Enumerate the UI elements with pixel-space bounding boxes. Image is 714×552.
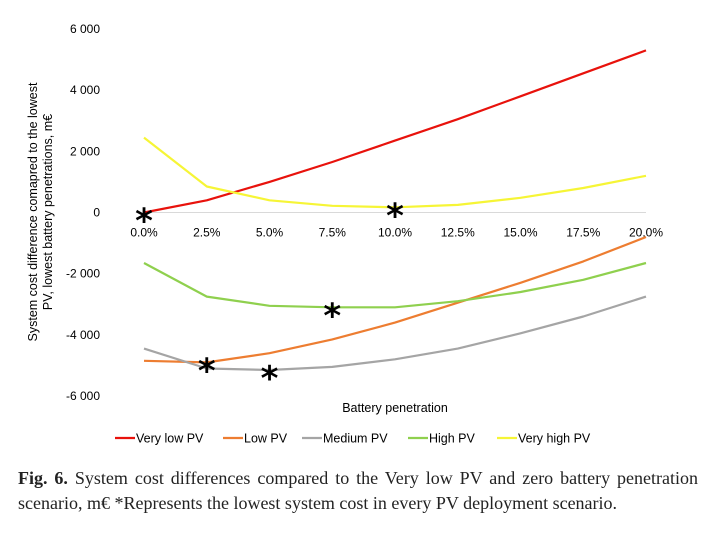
legend-label: High PV	[429, 432, 476, 446]
minimum-markers: * * * * *	[135, 196, 404, 399]
minimum-marker: *	[135, 202, 153, 242]
legend-label: Very high PV	[518, 432, 591, 446]
y-tick-label: 2 000	[70, 144, 100, 158]
x-tick-label: 2.5%	[193, 226, 221, 240]
legend-label: Medium PV	[323, 432, 388, 446]
legend-label: Low PV	[244, 432, 288, 446]
y-tick-label: 0	[93, 206, 100, 220]
minimum-marker: *	[261, 359, 279, 399]
y-axis-title-line: System cost difference comapred to the l…	[26, 82, 40, 341]
series-line-0	[143, 49, 647, 214]
x-axis-title: Battery penetration	[342, 401, 448, 415]
x-tick-label: 10.0%	[378, 226, 412, 240]
y-tick-label: -2 000	[66, 267, 100, 281]
x-tick-label: 17.5%	[566, 226, 600, 240]
legend-label: Very low PV	[136, 432, 204, 446]
x-tick-label: 15.0%	[503, 226, 537, 240]
figure-caption: Fig. 6. System cost differences compared…	[18, 466, 698, 516]
y-tick-label: -4 000	[66, 328, 100, 342]
x-axis-ticks: 0.0% 2.5% 5.0% 7.5% 10.0% 12.5% 15.0% 17.5% 20.0…	[130, 226, 663, 240]
x-tick-label: 7.5%	[319, 226, 347, 240]
series-line-4	[143, 136, 647, 209]
minimum-marker: *	[198, 351, 216, 391]
minimum-marker: *	[323, 296, 341, 336]
x-tick-label: 20.0%	[629, 226, 663, 240]
chart: 6 000 4 000 2 000 0 -2 000 -4 000 -6 000 0.0% 2…	[26, 22, 663, 446]
series-line-2	[143, 295, 647, 372]
minimum-marker: *	[386, 196, 404, 236]
y-tick-label: 6 000	[70, 22, 100, 36]
x-tick-label: 12.5%	[441, 226, 475, 240]
legend: Very low PV Low PV Medium PV High PV Very hi…	[115, 432, 591, 446]
y-axis-ticks: 6 000 4 000 2 000 0 -2 000 -4 000 -6 000	[66, 22, 100, 403]
y-axis-title: System cost difference comapred to the l…	[26, 82, 55, 341]
series-lines	[143, 49, 647, 372]
x-tick-label: 0.0%	[130, 226, 158, 240]
x-tick-label: 5.0%	[256, 226, 284, 240]
series-line-3	[143, 261, 647, 309]
series-line-1	[143, 235, 647, 364]
y-tick-label: -6 000	[66, 389, 100, 403]
y-tick-label: 4 000	[70, 83, 100, 97]
caption-label: Fig. 6.	[18, 468, 68, 488]
y-axis-title-line: PV, lowest battery penetrations, m€	[41, 114, 55, 310]
caption-text: System cost differences compared to the …	[18, 468, 699, 513]
